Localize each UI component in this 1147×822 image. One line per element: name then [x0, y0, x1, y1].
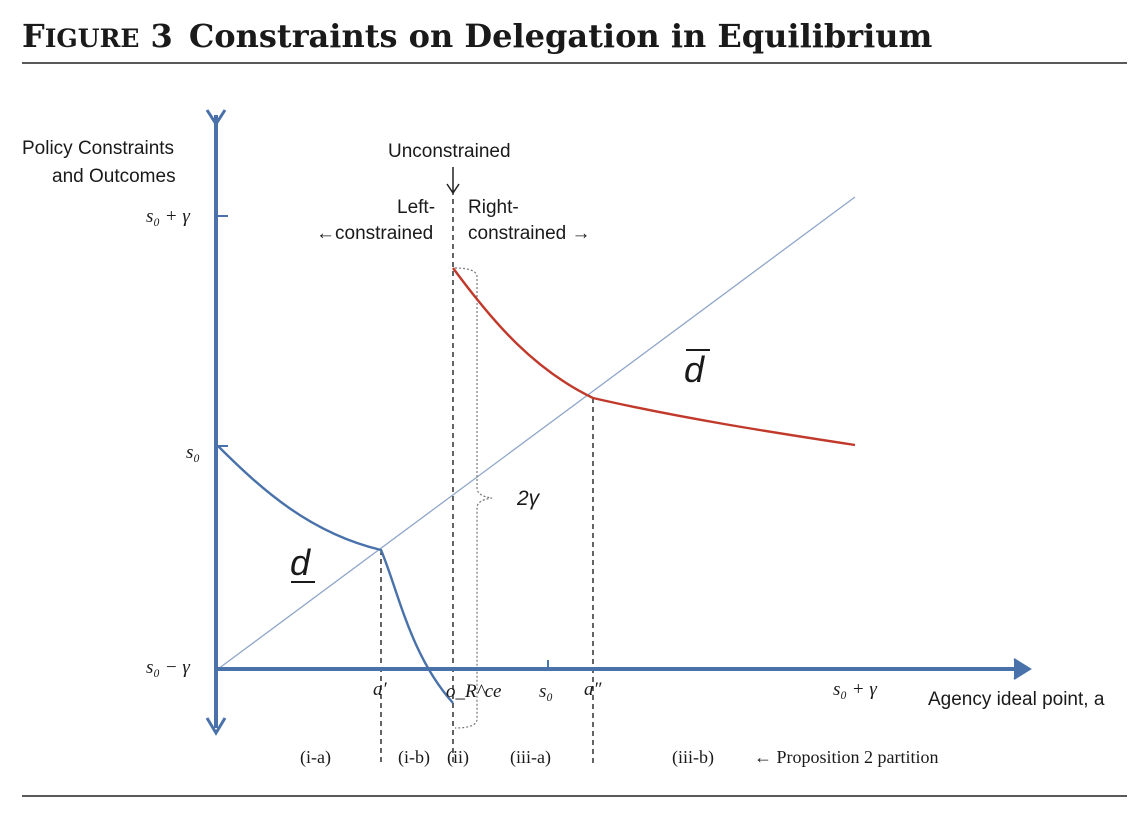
width-bracket — [454, 267, 493, 729]
y-axis-arrow-bottom — [205, 717, 227, 736]
figure-title: FIGURE 3 Constraints on Delegation in Equ… — [22, 17, 933, 55]
y-tick-label-top: s₀ + γ — [146, 206, 190, 227]
figure-label: FIGURE 3 — [22, 17, 173, 55]
y-tick-label-mid: s₀ — [186, 442, 200, 463]
lower-bound-curve — [217, 445, 454, 704]
partition-iii-a: (iii-a) — [510, 747, 551, 768]
diagonal-line — [217, 196, 856, 670]
partition-i-b: (i-b) — [398, 747, 430, 768]
partition-ii: (ii) — [447, 747, 469, 768]
left-constrained-label-line1: Left- — [397, 197, 435, 218]
x-tick-label-s0-plus-gamma: s₀ + γ — [833, 679, 877, 700]
x-tick-label-o-r-ce: o_R^ce — [446, 681, 502, 702]
partition-i-a: (i-a) — [300, 747, 331, 768]
partition-note: ← Proposition 2 partition — [754, 747, 939, 767]
unconstrained-arrow-head — [446, 183, 460, 195]
x-tick-label-a-prime: a′ — [373, 679, 388, 700]
lower-bound-label: d — [290, 542, 311, 583]
y-axis-arrow-top — [205, 109, 227, 127]
figure-title-text: Constraints on Delegation in Equilibrium — [189, 17, 933, 55]
width-label: 2γ — [516, 487, 541, 510]
x-tick-label-s0: s₀ — [539, 681, 553, 702]
upper-bound-label: d — [684, 349, 705, 390]
left-constrained-label-line2: ←constrained — [316, 223, 433, 244]
unconstrained-label: Unconstrained — [388, 141, 511, 162]
x-tick-label-a-double-prime: a″ — [584, 679, 603, 700]
upper-bound-curve — [452, 267, 856, 447]
right-constrained-label-line2: constrained → — [468, 223, 591, 244]
x-axis-arrow — [1013, 658, 1032, 680]
partition-iii-b: (iii-b) — [672, 747, 714, 768]
y-tick-label-bottom: s₀ − γ — [146, 657, 190, 678]
right-constrained-label-line1: Right- — [468, 197, 519, 218]
x-axis-label: Agency ideal point, a — [928, 689, 1105, 710]
y-axis-label-line1: Policy Constraints — [22, 138, 174, 159]
y-axis-label-line2: and Outcomes — [52, 166, 176, 187]
